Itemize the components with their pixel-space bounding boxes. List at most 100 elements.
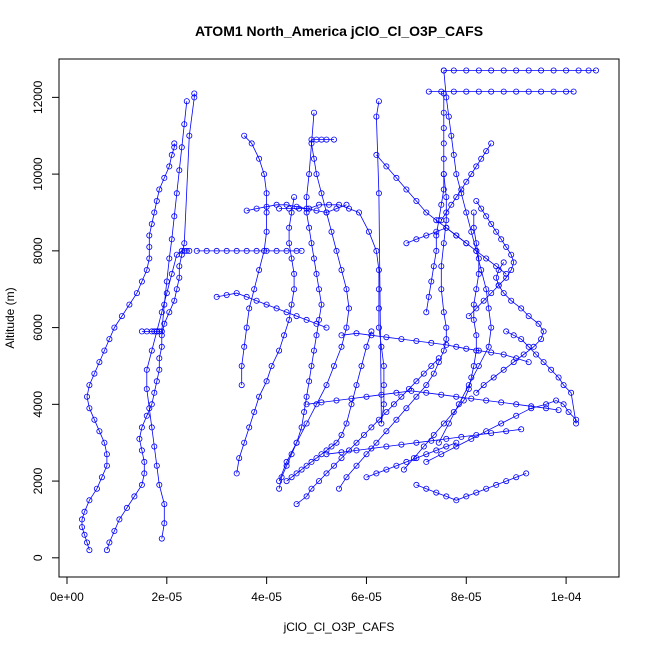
data-point <box>333 439 340 446</box>
data-point <box>488 220 495 227</box>
data-point <box>330 462 337 469</box>
data-point <box>323 136 330 143</box>
data-point <box>86 405 93 412</box>
data-point <box>323 470 330 477</box>
data-point <box>156 366 163 373</box>
data-point <box>488 290 495 297</box>
data-point <box>323 382 330 389</box>
data-point <box>161 501 168 508</box>
data-point <box>448 201 455 208</box>
data-point <box>468 171 475 178</box>
data-point <box>500 290 507 297</box>
data-point <box>503 428 510 435</box>
data-point <box>593 67 600 74</box>
data-point <box>183 98 190 105</box>
data-point <box>310 155 317 162</box>
x-tick-label: 2e-05 <box>151 590 182 604</box>
data-point <box>106 539 113 546</box>
data-point <box>560 401 567 408</box>
data-point <box>520 351 527 358</box>
data-point <box>233 247 240 254</box>
data-point <box>153 462 160 469</box>
data-point <box>323 447 330 454</box>
x-tick-label: 6e-05 <box>351 590 382 604</box>
data-point <box>283 309 290 316</box>
data-point <box>500 351 507 358</box>
data-point <box>430 263 437 270</box>
data-point <box>428 437 435 444</box>
x-tick-label: 4e-05 <box>251 590 282 604</box>
data-point <box>333 247 340 254</box>
data-point <box>403 240 410 247</box>
data-point <box>246 305 253 312</box>
data-point <box>338 343 345 350</box>
data-point <box>413 378 420 385</box>
data-point <box>375 190 382 197</box>
data-point <box>525 67 532 74</box>
data-point <box>166 309 173 316</box>
data-point <box>440 67 447 74</box>
y-tick-label: 12000 <box>31 80 45 114</box>
data-track <box>238 132 270 389</box>
data-point <box>203 247 210 254</box>
track-line <box>279 101 385 424</box>
data-point <box>133 290 140 297</box>
data-point <box>328 443 335 450</box>
data-point <box>141 458 148 465</box>
data-point <box>183 247 190 254</box>
data-point <box>166 163 173 170</box>
data-point <box>470 316 477 323</box>
data-point <box>138 278 145 285</box>
data-point <box>306 378 313 385</box>
data-point <box>503 478 510 485</box>
data-point <box>468 228 475 235</box>
data-point <box>158 309 165 316</box>
data-point <box>335 485 342 492</box>
data-point <box>288 474 295 481</box>
data-point <box>435 355 442 362</box>
track-line <box>216 292 327 328</box>
data-point <box>428 362 435 369</box>
data-point <box>440 155 447 162</box>
data-point <box>186 247 193 254</box>
data-point <box>146 255 153 262</box>
data-point <box>368 332 375 339</box>
data-point <box>263 228 270 235</box>
data-point <box>363 451 370 458</box>
data-point <box>308 458 315 465</box>
data-point <box>360 431 367 438</box>
data-point <box>323 451 330 458</box>
data-point <box>375 324 382 331</box>
data-point <box>138 424 145 431</box>
data-point <box>443 209 450 216</box>
data-point <box>79 516 86 523</box>
data-point <box>308 240 315 247</box>
data-point <box>143 266 150 273</box>
data-point <box>495 282 502 289</box>
data-point <box>403 458 410 465</box>
data-point <box>463 493 470 500</box>
data-point <box>438 201 445 208</box>
data-point <box>161 174 168 181</box>
data-point <box>440 109 447 116</box>
data-point <box>171 140 178 147</box>
data-point <box>323 209 330 216</box>
data-point <box>485 343 492 350</box>
data-point <box>96 359 103 366</box>
data-point <box>263 378 270 385</box>
track-line <box>141 101 188 332</box>
data-point <box>503 243 510 250</box>
data-point <box>256 393 263 400</box>
data-point <box>283 462 290 469</box>
data-point <box>338 332 345 339</box>
data-point <box>383 408 390 415</box>
data-point <box>79 524 86 531</box>
data-point <box>293 203 300 210</box>
data-point <box>233 290 240 297</box>
data-point <box>153 378 160 385</box>
data-point <box>363 474 370 481</box>
data-track <box>363 439 460 481</box>
data-point <box>480 297 487 304</box>
data-point <box>440 186 447 193</box>
